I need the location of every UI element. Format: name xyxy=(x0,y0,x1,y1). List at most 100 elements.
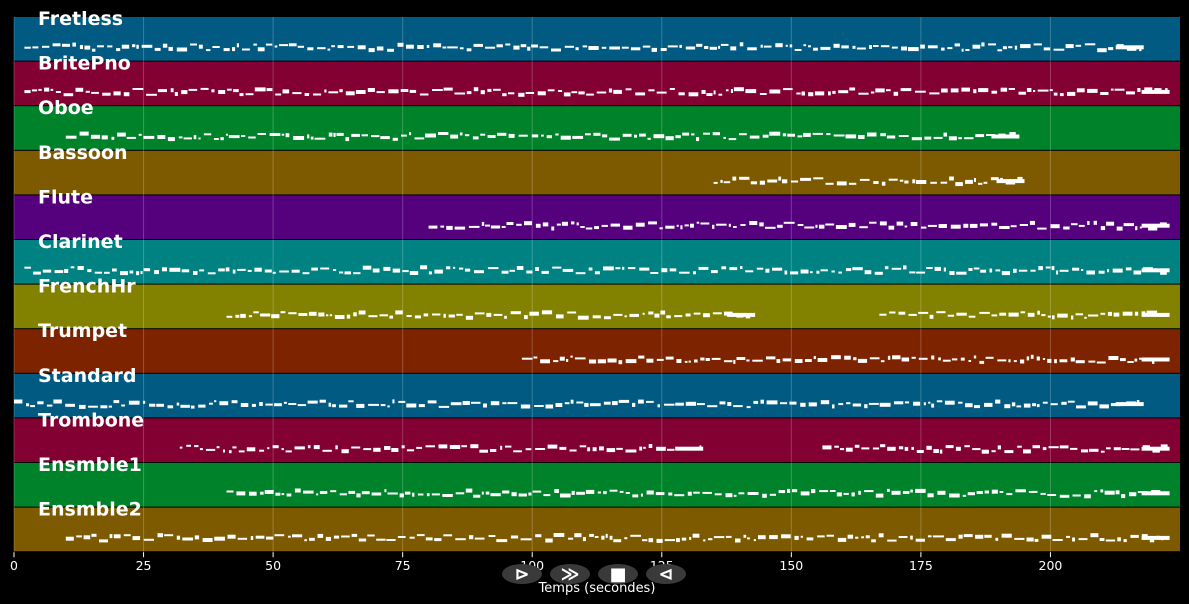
note-mark xyxy=(898,135,909,137)
note-mark xyxy=(625,492,630,494)
note-mark xyxy=(733,405,743,408)
note-mark xyxy=(1116,226,1123,231)
note-mark xyxy=(474,312,485,315)
note-mark xyxy=(571,221,575,225)
note-mark xyxy=(650,272,659,274)
note-mark xyxy=(844,355,851,360)
note-mark xyxy=(1052,539,1063,541)
note-mark xyxy=(950,88,959,93)
note-mark xyxy=(236,43,239,48)
track-lane xyxy=(14,373,1180,418)
note-mark xyxy=(693,491,700,494)
note-mark xyxy=(1130,534,1139,538)
note-mark xyxy=(455,492,465,495)
note-mark xyxy=(332,269,337,271)
note-mark xyxy=(417,45,424,49)
note-mark xyxy=(880,444,886,448)
note-mark xyxy=(838,271,842,274)
note-mark xyxy=(693,271,696,275)
control-pill[interactable] xyxy=(550,564,590,584)
note-mark xyxy=(733,359,736,364)
note-mark xyxy=(1030,269,1036,272)
note-mark xyxy=(797,135,803,138)
note-mark xyxy=(656,91,667,94)
stop-button[interactable]: ■ xyxy=(598,564,638,585)
note-mark xyxy=(739,42,744,47)
note-mark xyxy=(712,312,722,315)
note-mark xyxy=(198,44,203,49)
note-mark xyxy=(1066,535,1071,538)
note-mark xyxy=(186,444,191,447)
note-mark xyxy=(167,405,174,409)
note-mark xyxy=(939,449,943,454)
note-mark xyxy=(968,315,976,318)
rewind-button[interactable]: ⊲ xyxy=(646,564,686,585)
note-mark xyxy=(211,89,215,93)
note-mark xyxy=(968,360,972,362)
note-mark xyxy=(813,356,816,360)
note-mark xyxy=(912,179,916,184)
control-pill[interactable] xyxy=(502,564,542,584)
note-mark xyxy=(490,225,501,229)
note-mark xyxy=(541,270,549,274)
note-mark xyxy=(109,534,113,539)
note-mark xyxy=(624,537,628,540)
note-mark xyxy=(307,445,311,449)
note-mark xyxy=(157,135,166,139)
note-mark xyxy=(331,45,335,48)
forward-button[interactable]: ≫ xyxy=(550,564,590,585)
note-mark xyxy=(861,447,870,450)
note-mark xyxy=(632,494,639,498)
stop-icon[interactable]: ■ xyxy=(609,564,626,585)
note-mark xyxy=(558,90,563,92)
note-mark xyxy=(170,88,174,93)
note-mark xyxy=(1141,268,1170,273)
forward-icon[interactable]: ≫ xyxy=(561,564,580,585)
note-mark xyxy=(778,490,786,494)
note-mark xyxy=(423,313,429,317)
note-mark xyxy=(1159,222,1167,225)
note-mark xyxy=(1117,537,1121,542)
note-mark xyxy=(474,537,485,540)
note-mark xyxy=(176,402,180,406)
note-mark xyxy=(700,222,710,225)
note-mark xyxy=(718,45,721,49)
note-mark xyxy=(24,46,31,49)
note-mark xyxy=(596,91,607,94)
note-mark xyxy=(873,45,879,47)
control-pill[interactable] xyxy=(646,564,686,584)
track-labels: Fretless BritePno Oboe Bassoon Flute Clarinet… xyxy=(38,8,144,521)
note-mark xyxy=(625,359,637,364)
note-mark xyxy=(967,492,975,496)
note-mark xyxy=(801,91,805,96)
note-mark xyxy=(958,137,962,140)
note-mark xyxy=(940,181,948,184)
note-mark xyxy=(680,225,683,230)
play-icon[interactable]: ⊳ xyxy=(514,564,529,585)
note-mark xyxy=(1010,225,1017,228)
note-mark xyxy=(832,90,836,94)
note-mark xyxy=(246,447,256,452)
note-mark xyxy=(716,223,727,226)
note-mark xyxy=(945,538,956,542)
note-mark xyxy=(62,43,70,47)
note-mark xyxy=(480,90,485,95)
note-mark xyxy=(639,133,646,137)
note-mark xyxy=(728,223,731,227)
note-mark xyxy=(1026,537,1034,542)
control-pill[interactable] xyxy=(598,564,638,584)
note-mark xyxy=(1054,359,1057,364)
note-mark xyxy=(1089,448,1099,452)
note-mark xyxy=(302,272,310,275)
note-marks xyxy=(14,42,1170,543)
rewind-icon[interactable]: ⊲ xyxy=(658,564,673,585)
play-button[interactable]: ⊳ xyxy=(502,564,542,585)
note-mark xyxy=(257,47,265,52)
note-mark xyxy=(65,536,74,541)
note-mark xyxy=(537,91,546,96)
note-mark xyxy=(847,534,854,539)
note-mark xyxy=(543,494,551,497)
note-mark xyxy=(1076,405,1086,409)
note-mark xyxy=(864,404,868,409)
note-mark xyxy=(811,489,816,494)
